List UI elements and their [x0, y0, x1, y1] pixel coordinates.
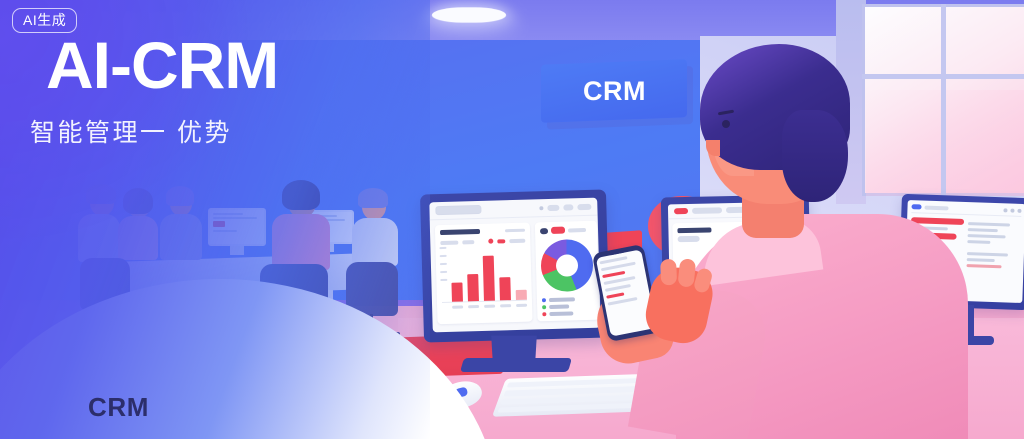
wall-crm-sign: CRM	[541, 59, 687, 123]
footer-crm-label: CRM	[88, 392, 150, 422]
donut-legend	[541, 297, 594, 317]
page-title: AI-CRM	[46, 28, 279, 102]
ai-generated-badge: AI生成	[12, 8, 78, 34]
crm-analytics-dashboard	[429, 197, 601, 333]
dashboard-search-field[interactable]	[435, 204, 482, 216]
ceiling-light-icon	[429, 7, 509, 23]
chart-y-axis	[439, 246, 448, 287]
card-title	[439, 228, 481, 236]
main-monitor	[419, 189, 611, 343]
status-icon-alert[interactable]	[468, 331, 478, 333]
dashboard-toolbar	[911, 204, 1022, 217]
status-icon[interactable]	[498, 330, 508, 333]
revenue-bar-chart	[440, 248, 527, 304]
window-mullion-horizontal	[862, 74, 1024, 79]
main-monitor-base	[459, 358, 573, 372]
status-icon-warn[interactable]	[483, 330, 493, 333]
detail-column	[966, 219, 1021, 279]
page-subtitle: 智能管理一 优势	[30, 119, 232, 147]
segment-donut-chart	[540, 238, 594, 293]
toolbar-icon[interactable]	[539, 205, 544, 210]
donut-chart-card	[534, 220, 600, 322]
status-icon[interactable]	[453, 331, 463, 333]
chart-x-axis	[442, 303, 528, 309]
text-scrim-glow	[0, 0, 300, 340]
person-hair-side	[782, 110, 848, 202]
bar-chart-card	[434, 222, 533, 325]
person-eye	[722, 120, 730, 128]
status-icon-info[interactable]	[513, 329, 523, 333]
dashboard-body	[430, 216, 601, 330]
person-nose	[706, 140, 720, 156]
window-mullion-vertical	[941, 4, 946, 196]
wall-crm-sign-label: CRM	[582, 75, 646, 106]
